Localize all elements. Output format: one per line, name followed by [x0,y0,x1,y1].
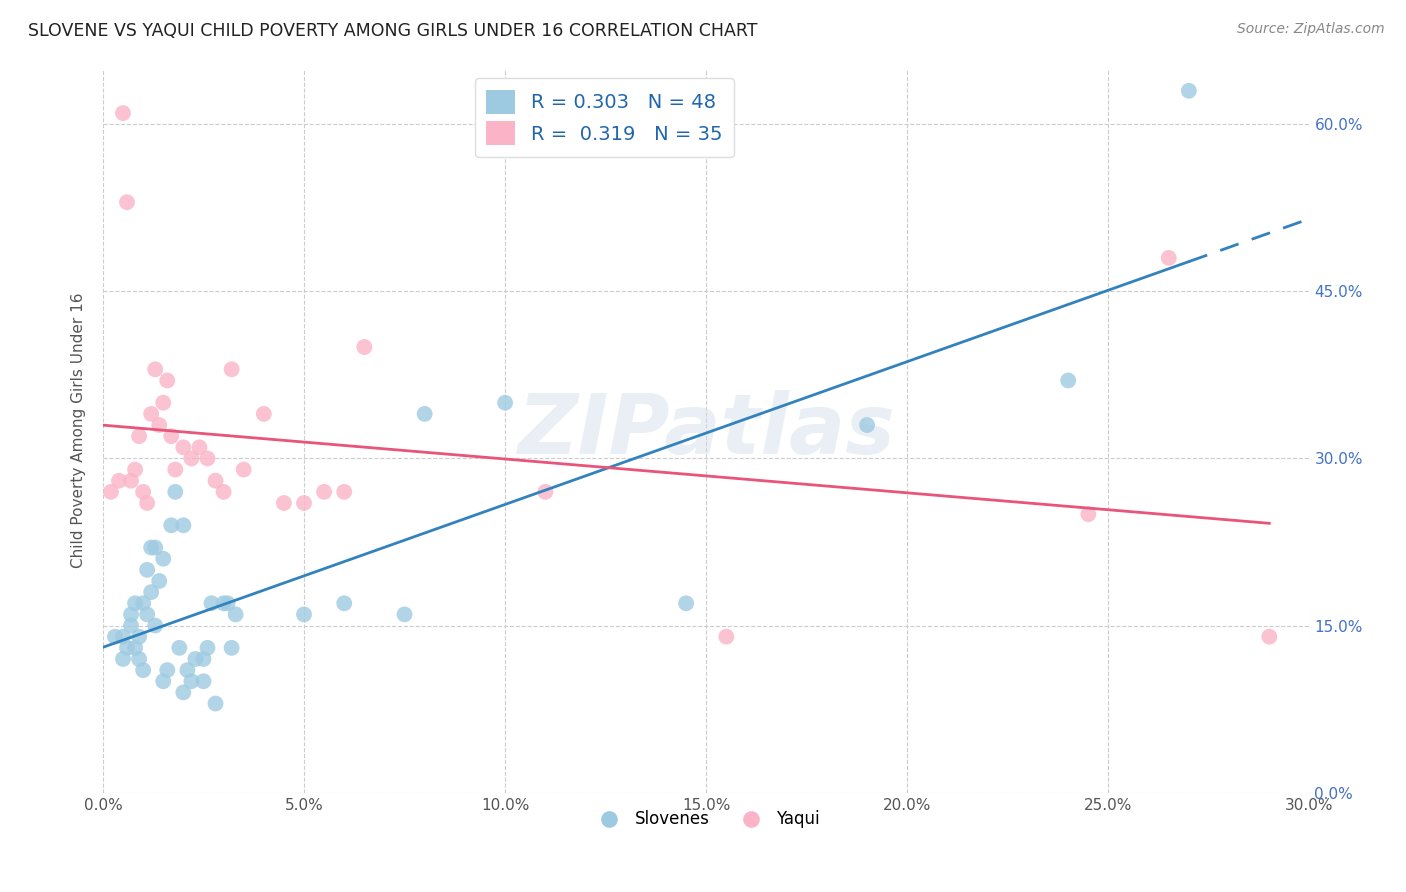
Point [128,630,150,644]
Point [1057,374,1080,388]
Point [193,674,215,689]
Point [292,607,315,622]
Point [292,496,315,510]
Point [494,395,516,409]
Point [115,640,138,655]
Point [132,596,155,610]
Point [120,618,142,632]
Text: Source: ZipAtlas.com: Source: ZipAtlas.com [1237,22,1385,37]
Point [1157,251,1180,265]
Point [1178,84,1201,98]
Point [141,407,163,421]
Point [221,362,243,376]
Point [212,484,235,499]
Point [413,407,436,421]
Point [148,417,170,432]
Point [128,652,150,666]
Point [136,496,159,510]
Point [176,663,198,677]
Legend: Slovenes, Yaqui: Slovenes, Yaqui [586,804,827,835]
Point [141,541,163,555]
Point [232,462,254,476]
Point [111,652,134,666]
Point [132,484,155,499]
Point [394,607,416,622]
Point [152,395,174,409]
Point [143,618,166,632]
Point [100,484,122,499]
Point [856,417,879,432]
Point [160,518,183,533]
Point [314,484,336,499]
Text: SLOVENE VS YAQUI CHILD POVERTY AMONG GIRLS UNDER 16 CORRELATION CHART: SLOVENE VS YAQUI CHILD POVERTY AMONG GIR… [28,22,758,40]
Point [156,374,179,388]
Point [675,596,697,610]
Point [204,697,226,711]
Point [141,585,163,599]
Point [534,484,557,499]
Point [353,340,375,354]
Point [132,663,155,677]
Point [273,496,295,510]
Point [120,607,142,622]
Point [136,607,159,622]
Point [197,640,219,655]
Point [152,674,174,689]
Point [225,607,247,622]
Point [221,640,243,655]
Point [172,685,194,699]
Point [124,462,146,476]
Point [160,429,183,443]
Point [136,563,159,577]
Point [111,106,134,120]
Point [333,484,356,499]
Point [111,630,134,644]
Point [184,652,207,666]
Point [1077,507,1099,521]
Point [333,596,356,610]
Point [172,440,194,454]
Point [188,440,211,454]
Point [716,630,738,644]
Point [165,484,187,499]
Point [200,596,222,610]
Point [104,630,127,644]
Point [172,518,194,533]
Point [169,640,191,655]
Point [124,640,146,655]
Point [148,574,170,588]
Y-axis label: Child Poverty Among Girls Under 16: Child Poverty Among Girls Under 16 [72,293,86,568]
Point [193,652,215,666]
Point [143,362,166,376]
Point [108,474,131,488]
Point [120,474,142,488]
Point [253,407,276,421]
Text: ZIPatlas: ZIPatlas [517,390,896,471]
Point [1258,630,1281,644]
Point [217,596,239,610]
Point [212,596,235,610]
Point [128,429,150,443]
Point [197,451,219,466]
Point [156,663,179,677]
Point [180,451,202,466]
Point [143,541,166,555]
Point [124,596,146,610]
Point [115,195,138,210]
Point [165,462,187,476]
Point [204,474,226,488]
Point [180,674,202,689]
Point [152,551,174,566]
